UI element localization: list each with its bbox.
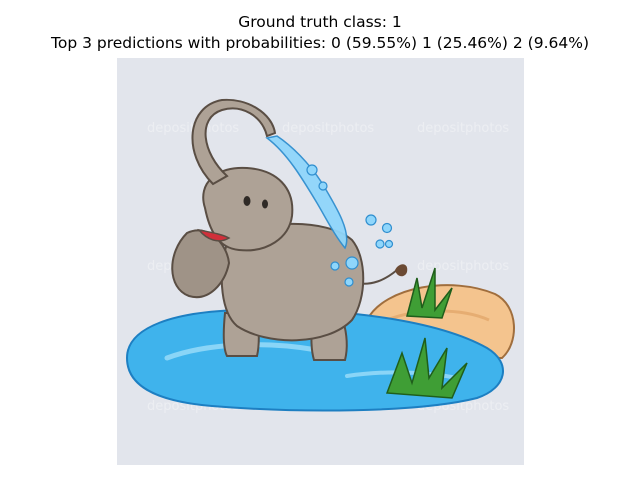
figure-title-ground-truth: Ground truth class: 1 [238, 13, 402, 31]
elephant-image: depositphotos depositphotos depositphoto… [117, 58, 524, 465]
figure-title-predictions: Top 3 predictions with probabilities: 0 … [51, 34, 589, 52]
svg-text:depositphotos: depositphotos [282, 121, 374, 136]
svg-text:depositphotos: depositphotos [417, 121, 509, 136]
svg-text:depositphotos: depositphotos [417, 259, 509, 274]
